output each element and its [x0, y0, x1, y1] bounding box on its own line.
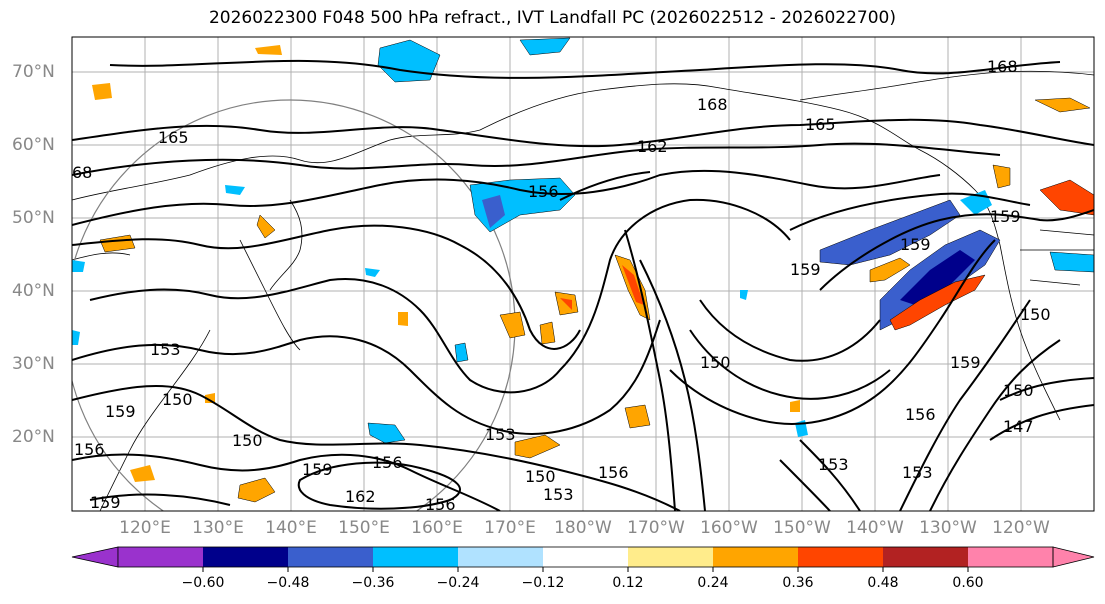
contour-label: 162: [637, 137, 668, 156]
lat-label: 40°N: [12, 281, 55, 301]
contour-label: 147: [1003, 417, 1034, 436]
colorbar-tick-label: 0.36: [782, 575, 814, 591]
lon-label: 170°W: [627, 518, 685, 538]
colorbar-tick-label: 0.48: [867, 575, 899, 591]
contour-label: 153: [902, 463, 933, 482]
contour-labels: 168 168 68 165 165 162 162 159 159 159 1…: [72, 57, 1051, 514]
contour-label: 156: [905, 405, 936, 424]
colorbar-tick-label: 0.24: [697, 575, 729, 591]
lon-label: 170°E: [484, 518, 536, 538]
colorbar-bin: [628, 547, 713, 567]
contour-label: 159: [302, 460, 333, 479]
colorbar-ticks: [202, 567, 969, 572]
contour-label: 68: [72, 163, 92, 182]
lat-label: 20°N: [12, 427, 55, 447]
colorbar: [71, 546, 1095, 572]
colorbar-outline: [117, 546, 1054, 568]
colorbar-bin: [968, 547, 1053, 567]
contour-label: 162: [345, 487, 376, 506]
colorbar-bin: [118, 547, 203, 567]
colorbar-extend-low: [71, 546, 119, 568]
colorbar-bin: [458, 547, 543, 567]
colorbar-extend-high: [1052, 546, 1095, 568]
negative-anomaly-fills: [72, 37, 1094, 444]
colorbar-bin: [798, 547, 883, 567]
colorbar-bin: [373, 547, 458, 567]
contour-label: 156: [598, 463, 629, 482]
lat-label: 60°N: [12, 135, 55, 155]
colorbar-bin: [543, 547, 628, 567]
lon-label: 180°W: [554, 518, 612, 538]
contour-label: 159: [900, 235, 931, 254]
contour-label: 150: [525, 467, 556, 486]
contour-label: 156: [425, 495, 456, 514]
lat-label: 30°N: [12, 354, 55, 374]
contour-label: 153: [485, 425, 516, 444]
contour-label: 159: [90, 493, 121, 512]
contour-label: 159: [105, 402, 136, 421]
contour-label: 168: [987, 57, 1018, 76]
lon-label: 140°W: [846, 518, 904, 538]
colorbar-tick-label: −0.36: [351, 575, 395, 591]
colorbar-tick-label: −0.48: [266, 575, 310, 591]
lon-label: 130°W: [919, 518, 977, 538]
contour-label: 150: [232, 431, 263, 450]
coastlines: [72, 70, 1094, 511]
map-frame: [71, 36, 1095, 512]
colorbar-bin: [288, 547, 373, 567]
colorbar-bin: [713, 547, 798, 567]
lon-label: 150°E: [338, 518, 390, 538]
colorbar-tick-label: −0.12: [521, 575, 565, 591]
contour-label: 165: [158, 128, 189, 147]
contour-label: 156: [528, 182, 559, 201]
height-contours: [72, 59, 1094, 511]
contour-label: 150: [162, 390, 193, 409]
lon-label: 150°W: [773, 518, 831, 538]
lon-label: 160°W: [700, 518, 758, 538]
contour-label: 159: [950, 353, 981, 372]
contour-label: 153: [150, 340, 181, 359]
colorbar-bin: [883, 547, 968, 567]
lon-label: 120°E: [119, 518, 171, 538]
lat-label: 70°N: [12, 62, 55, 82]
contour-label: 156: [74, 440, 105, 459]
contour-label: 165: [805, 115, 836, 134]
figure-title: 2026022300 F048 500 hPa refract., IVT La…: [208, 8, 896, 28]
contour-label: 150: [1003, 381, 1034, 400]
contour-label: 156: [372, 453, 403, 472]
colorbar-tick-label: 0.12: [612, 575, 644, 591]
lon-label: 140°E: [265, 518, 317, 538]
contour-label: 150: [700, 353, 731, 372]
colorbar-tick-label: 0.60: [952, 575, 984, 591]
contour-label: 153: [543, 485, 574, 504]
lon-label: 160°E: [411, 518, 463, 538]
contour-label: 159: [790, 260, 821, 279]
contour-label: 150: [1020, 305, 1051, 324]
positive-anomaly-fills: [92, 45, 1094, 503]
contour-label: 159: [990, 207, 1021, 226]
lon-label: 130°E: [192, 518, 244, 538]
colorbar-bin: [203, 547, 288, 567]
colorbar-tick-label: −0.24: [436, 575, 480, 591]
contour-label: 153: [818, 455, 849, 474]
colorbar-tick-label: −0.60: [181, 575, 225, 591]
lat-label: 50°N: [12, 208, 55, 228]
contour-label: 168: [697, 95, 728, 114]
lon-label: 120°W: [992, 518, 1050, 538]
